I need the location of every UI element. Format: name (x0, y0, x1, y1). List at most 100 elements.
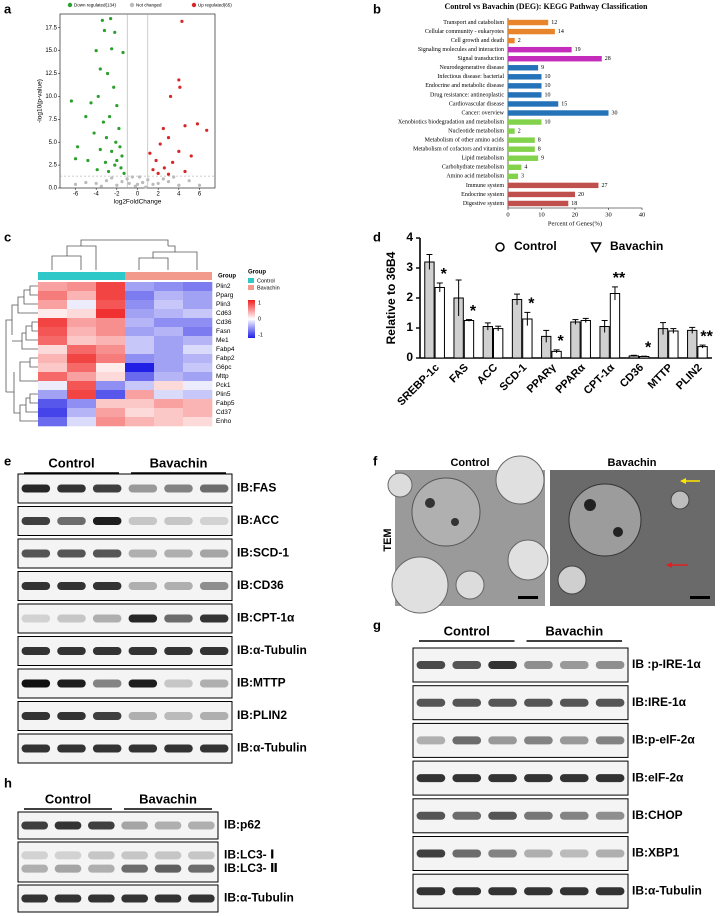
blot-frame (17, 603, 233, 634)
y-tick-label: 1 (406, 320, 413, 334)
category-label: Endocrine and metabolic disease (425, 83, 504, 89)
heat-cell (67, 408, 97, 418)
point (104, 179, 109, 183)
heat-cell (67, 318, 97, 328)
band (199, 744, 229, 753)
band (57, 744, 86, 753)
category-label: Immune system (466, 183, 504, 189)
heat-cell (96, 372, 126, 382)
scale-tick-label: 1 (258, 301, 261, 307)
point (130, 175, 134, 179)
x-tick-label: PPARγ (525, 361, 559, 395)
point (161, 177, 165, 181)
significance: * (528, 296, 535, 313)
heat-cell (38, 291, 68, 301)
point (99, 184, 103, 188)
y-tick-label: 15.0 (45, 48, 57, 54)
y-tick-label: 3 (406, 260, 413, 274)
heat-cell (96, 327, 126, 337)
heat-cell (183, 408, 213, 418)
point (113, 163, 117, 167)
bar (508, 146, 535, 152)
band (488, 849, 517, 858)
heat-cell (67, 300, 97, 310)
point (86, 158, 90, 163)
heat-cell (125, 399, 155, 409)
blot-frame (412, 836, 629, 871)
category-label: Cancer: overview (462, 110, 505, 116)
point (189, 154, 193, 158)
band (199, 614, 229, 623)
row-label: Enho (216, 418, 232, 425)
lipid-droplet (670, 490, 690, 510)
row-label: Cd37 (216, 409, 232, 416)
x-tick-label: SCD-1 (498, 362, 530, 394)
band (88, 821, 115, 830)
category-label: Xenobiotics biodegradation and metabolis… (398, 119, 504, 125)
x-tick-label: 30 (605, 211, 612, 218)
blot-label: IB:LC3- Ⅱ (224, 861, 278, 875)
row-label: G6pc (216, 364, 232, 371)
point (183, 169, 187, 174)
band (559, 661, 589, 669)
band (199, 517, 229, 525)
x-tick-label: 0 (506, 211, 509, 218)
bar (511, 299, 523, 359)
value-label: 18 (571, 201, 577, 207)
value-label: 2 (518, 38, 521, 44)
heat-cell (154, 336, 184, 346)
point (110, 47, 114, 51)
category-label: Signaling molecules and interaction (418, 47, 504, 53)
point (115, 183, 119, 187)
band (199, 582, 229, 590)
lipid-droplet (557, 565, 587, 595)
band (199, 549, 229, 558)
bar (508, 119, 542, 125)
bar (508, 182, 599, 189)
band (452, 774, 482, 783)
value-label: 10 (545, 83, 551, 89)
band (488, 661, 517, 669)
heat-cell (125, 327, 155, 337)
category-label: Lipid metabolism (462, 156, 505, 162)
point (106, 169, 111, 174)
bar (508, 28, 555, 35)
band (21, 647, 51, 655)
band (154, 894, 182, 903)
point (92, 131, 96, 135)
bar (508, 155, 539, 161)
heat-cell (38, 345, 68, 355)
band (188, 864, 215, 873)
heat-cell (96, 354, 126, 364)
category-label: Drug resistance: antineoplastic (430, 92, 504, 98)
heat-cell (125, 363, 155, 373)
blot-label: IB:CHOP (632, 808, 683, 822)
band (128, 744, 158, 753)
band (199, 647, 229, 655)
point (98, 67, 102, 71)
lipid-droplet (387, 472, 413, 498)
blot-label: IB:ACC (237, 513, 279, 527)
value-label: 20 (578, 192, 584, 198)
y-tick-label: 10.0 (45, 94, 57, 100)
blot-label: IB :p-IRE-1α (632, 657, 701, 671)
band (488, 887, 517, 896)
row-label: Fabp5 (216, 400, 235, 407)
legend-swatch (248, 278, 254, 283)
band (595, 849, 625, 858)
significance: ** (613, 270, 626, 287)
value-label: 2 (518, 128, 521, 134)
x-tick-label: SREBP-1c (395, 362, 442, 409)
blot-frame (17, 506, 233, 536)
heat-cell (67, 282, 97, 292)
band (121, 851, 148, 860)
band (21, 517, 51, 525)
heat-cell (154, 291, 184, 301)
bar (463, 320, 475, 359)
band (21, 614, 51, 623)
band (559, 849, 589, 858)
group-bar (183, 272, 212, 280)
blot-label: IB:IRE-1α (632, 695, 687, 709)
blot-frame (17, 811, 219, 840)
